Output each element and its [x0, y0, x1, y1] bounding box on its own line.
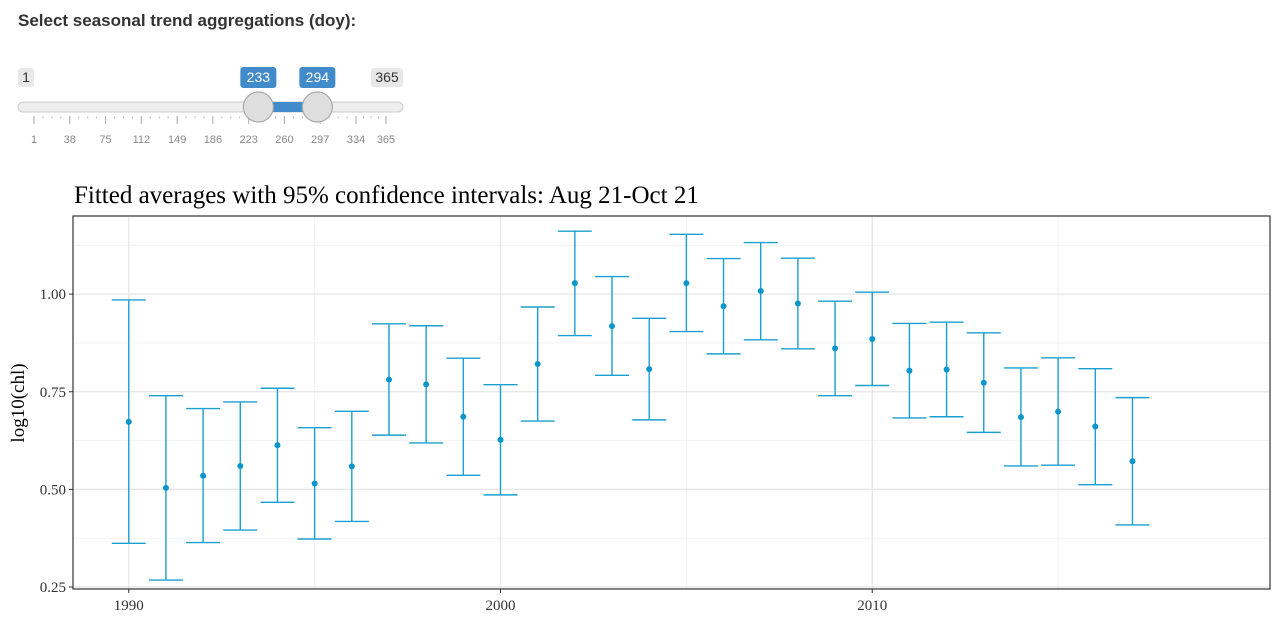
- errorbar-2002: [557, 230, 592, 337]
- y-axis-label: log10(chl): [8, 363, 29, 442]
- slider-grid-label: 149: [168, 134, 186, 146]
- errorbar-1997: [371, 323, 406, 436]
- slider-to-value-badge: 294: [299, 67, 336, 88]
- x-tick-label: 1990: [114, 598, 144, 614]
- fitted-average-point: [162, 484, 169, 491]
- errorbar-1991: [148, 394, 183, 581]
- svg-text:233: 233: [247, 69, 271, 85]
- plot-panel-border: [72, 215, 1271, 590]
- slider-label: Select seasonal trend aggregations (doy)…: [18, 11, 357, 30]
- fitted-average-point: [237, 462, 244, 469]
- slider-grid-label: 38: [64, 134, 76, 146]
- fitted-average-point: [832, 345, 839, 352]
- confidence-interval-chart: Fitted averages with 95% confidence inte…: [8, 182, 1271, 614]
- slider-max-label: 365: [371, 68, 403, 87]
- fitted-average-point: [571, 280, 578, 287]
- chart-axes: 0.25 0.50 0.75 1.00 1990 2000 2010: [40, 287, 887, 614]
- fitted-average-point: [311, 480, 318, 487]
- fitted-average-point: [1055, 408, 1062, 415]
- slider-from-value-badge: 233: [240, 67, 277, 88]
- fitted-average-point: [534, 361, 541, 368]
- svg-text:1: 1: [22, 69, 30, 85]
- slider-grid-label: 112: [133, 134, 151, 146]
- y-tick-label: 1.00: [40, 287, 66, 303]
- errorbar-2006: [706, 257, 741, 355]
- fitted-average-point: [906, 367, 913, 374]
- doy-range-slider-widget: Select seasonal trend aggregations (doy)…: [0, 0, 420, 160]
- fitted-average-point: [460, 413, 467, 420]
- errorbar-2015: [1041, 357, 1076, 466]
- y-tick-label: 0.50: [40, 482, 66, 498]
- fitted-average-point: [125, 418, 132, 425]
- errorbar-1998: [409, 325, 444, 444]
- slider-grid-label: 75: [99, 134, 111, 146]
- fitted-average-point: [720, 303, 727, 310]
- slider-to-handle[interactable]: [301, 91, 333, 123]
- errorbar-1992: [186, 407, 221, 544]
- plot-panel-background: [73, 216, 1270, 589]
- fitted-average-point: [348, 463, 355, 470]
- errorbar-2016: [1078, 368, 1113, 486]
- errorbar-1995: [297, 426, 332, 540]
- fitted-average-point: [609, 323, 616, 330]
- errorbar-2005: [669, 233, 704, 333]
- slider-min-label: 1: [18, 68, 34, 87]
- errorbar-2000: [483, 384, 518, 496]
- fitted-average-point: [274, 442, 281, 449]
- chart-marks: [111, 230, 1150, 581]
- slider-grid-label: 1: [31, 134, 37, 146]
- x-tick-label: 2010: [857, 598, 887, 614]
- errorbar-1994: [260, 387, 295, 503]
- svg-text:365: 365: [375, 69, 399, 85]
- y-tick-label: 0.25: [40, 580, 66, 596]
- errorbar-1993: [223, 401, 258, 531]
- errorbar-2010: [855, 291, 890, 387]
- slider-track[interactable]: [17, 101, 404, 113]
- errorbar-2001: [520, 306, 555, 422]
- chart-grid: [73, 216, 1270, 589]
- errorbar-2009: [818, 300, 853, 397]
- fitted-average-point: [794, 300, 801, 307]
- chart-title: Fitted averages with 95% confidence inte…: [74, 182, 699, 209]
- slider-grid-label: 186: [204, 134, 222, 146]
- fitted-average-point: [646, 366, 653, 373]
- errorbar-2007: [743, 241, 778, 341]
- errorbar-2013: [966, 332, 1001, 434]
- fitted-average-point: [683, 280, 690, 287]
- slider-grid-label: 223: [240, 134, 258, 146]
- slider-grid-label: 260: [275, 134, 293, 146]
- errorbar-2004: [632, 317, 667, 421]
- fitted-average-point: [423, 381, 430, 388]
- errorbar-1999: [446, 357, 481, 477]
- errorbar-2014: [1003, 367, 1038, 467]
- slider-grid-label: 334: [347, 134, 365, 146]
- slider-grid: 1 38 75 112 149 186 223 260 297 334 365: [31, 116, 395, 146]
- slider-grid-label: 365: [377, 134, 395, 146]
- doy-range-slider[interactable]: 1 38 75 112 149 186 223 260 297 334 365 1 365 233 …: [0, 0, 420, 160]
- fitted-average-point: [200, 472, 207, 479]
- fitted-average-point: [869, 336, 876, 343]
- y-tick-label: 0.75: [40, 385, 66, 401]
- svg-text:294: 294: [306, 69, 330, 85]
- slider-grid-label: 297: [311, 134, 329, 146]
- slider-selected-range-bar[interactable]: [258, 102, 318, 112]
- slider-from-handle[interactable]: [242, 91, 274, 123]
- fitted-average-point: [497, 436, 504, 443]
- x-tick-label: 2000: [486, 598, 516, 614]
- fitted-average-point: [757, 287, 764, 294]
- fitted-average-point: [1129, 458, 1136, 465]
- errorbar-2017: [1115, 396, 1150, 526]
- fitted-average-point: [385, 376, 392, 383]
- fitted-average-point: [1017, 414, 1024, 421]
- errorbar-2012: [929, 321, 964, 418]
- errorbar-2003: [595, 275, 630, 377]
- fitted-average-point: [943, 366, 950, 373]
- errorbar-1996: [334, 410, 369, 523]
- fitted-average-point: [980, 379, 987, 386]
- errorbar-2008: [780, 257, 815, 350]
- errorbar-1990: [111, 299, 146, 545]
- fitted-average-point: [1092, 423, 1099, 430]
- errorbar-2011: [892, 322, 927, 419]
